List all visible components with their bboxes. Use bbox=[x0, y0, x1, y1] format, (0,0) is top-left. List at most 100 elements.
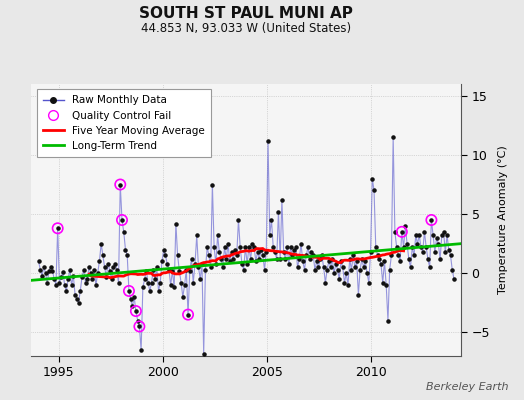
Point bbox=[151, 276, 159, 282]
Point bbox=[121, 246, 129, 253]
Point bbox=[222, 256, 231, 262]
Point bbox=[305, 256, 314, 262]
Point bbox=[429, 232, 438, 238]
Point bbox=[132, 308, 140, 314]
Point bbox=[304, 244, 312, 250]
Point bbox=[405, 256, 413, 262]
Point bbox=[446, 252, 455, 259]
Point bbox=[285, 260, 293, 267]
Point bbox=[432, 234, 441, 241]
Point bbox=[53, 225, 62, 232]
Point bbox=[206, 264, 215, 270]
Point bbox=[448, 266, 456, 273]
Point bbox=[406, 264, 414, 270]
Point bbox=[339, 264, 347, 270]
Point bbox=[333, 266, 342, 273]
Point bbox=[167, 282, 175, 288]
Point bbox=[189, 280, 198, 286]
Point bbox=[241, 244, 249, 250]
Point bbox=[398, 229, 406, 235]
Point bbox=[55, 280, 63, 286]
Point bbox=[356, 266, 364, 273]
Point bbox=[293, 264, 302, 270]
Point bbox=[93, 270, 102, 276]
Point bbox=[119, 229, 128, 235]
Point bbox=[221, 244, 229, 250]
Point bbox=[441, 249, 450, 255]
Point bbox=[109, 264, 117, 270]
Point bbox=[358, 256, 366, 262]
Point bbox=[257, 246, 265, 253]
Point bbox=[394, 252, 402, 259]
Point bbox=[41, 270, 50, 276]
Point bbox=[66, 266, 74, 273]
Point bbox=[443, 232, 451, 238]
Point bbox=[288, 252, 297, 259]
Point bbox=[88, 276, 96, 282]
Point bbox=[53, 225, 62, 232]
Point bbox=[161, 252, 170, 259]
Point bbox=[427, 217, 435, 223]
Point bbox=[184, 312, 192, 318]
Point bbox=[365, 280, 373, 286]
Point bbox=[389, 134, 397, 140]
Point bbox=[269, 244, 277, 250]
Point bbox=[231, 246, 239, 253]
Point bbox=[363, 270, 372, 276]
Point bbox=[114, 280, 123, 286]
Point bbox=[60, 282, 69, 288]
Point bbox=[68, 282, 76, 288]
Point bbox=[130, 294, 138, 300]
Point bbox=[386, 266, 394, 273]
Point bbox=[274, 208, 282, 215]
Point bbox=[92, 282, 100, 288]
Point bbox=[434, 240, 443, 247]
Point bbox=[238, 260, 246, 267]
Point bbox=[179, 294, 187, 300]
Point bbox=[372, 244, 380, 250]
Point bbox=[415, 232, 423, 238]
Point bbox=[382, 282, 390, 288]
Point bbox=[309, 252, 318, 259]
Point bbox=[373, 252, 381, 259]
Point bbox=[74, 300, 83, 306]
Point bbox=[125, 288, 133, 294]
Point bbox=[353, 258, 361, 264]
Point bbox=[272, 256, 281, 262]
Point bbox=[48, 268, 57, 274]
Point bbox=[377, 260, 385, 267]
Point bbox=[243, 260, 252, 267]
Point bbox=[399, 244, 408, 250]
Point bbox=[227, 249, 236, 255]
Point bbox=[198, 260, 206, 267]
Point bbox=[354, 291, 363, 298]
Point bbox=[116, 181, 124, 188]
Point bbox=[229, 256, 237, 262]
Point bbox=[318, 252, 326, 259]
Point bbox=[410, 252, 418, 259]
Point bbox=[165, 266, 173, 273]
Point bbox=[154, 288, 162, 294]
Point bbox=[267, 217, 276, 223]
Point bbox=[403, 240, 411, 247]
Point bbox=[419, 249, 427, 255]
Point bbox=[366, 249, 375, 255]
Point bbox=[278, 197, 286, 203]
Point bbox=[139, 284, 147, 291]
Point bbox=[224, 240, 232, 247]
Point bbox=[314, 264, 323, 270]
Point bbox=[80, 266, 88, 273]
Point bbox=[422, 244, 430, 250]
Point bbox=[144, 280, 152, 286]
Point bbox=[182, 266, 191, 273]
Point bbox=[378, 280, 387, 286]
Point bbox=[424, 256, 432, 262]
Point bbox=[225, 258, 234, 264]
Point bbox=[194, 264, 203, 270]
Point bbox=[83, 276, 91, 282]
Point bbox=[375, 256, 384, 262]
Point bbox=[217, 256, 225, 262]
Point bbox=[438, 232, 446, 238]
Legend: Raw Monthly Data, Quality Control Fail, Five Year Moving Average, Long-Term Tren: Raw Monthly Data, Quality Control Fail, … bbox=[37, 89, 211, 157]
Point bbox=[302, 252, 310, 259]
